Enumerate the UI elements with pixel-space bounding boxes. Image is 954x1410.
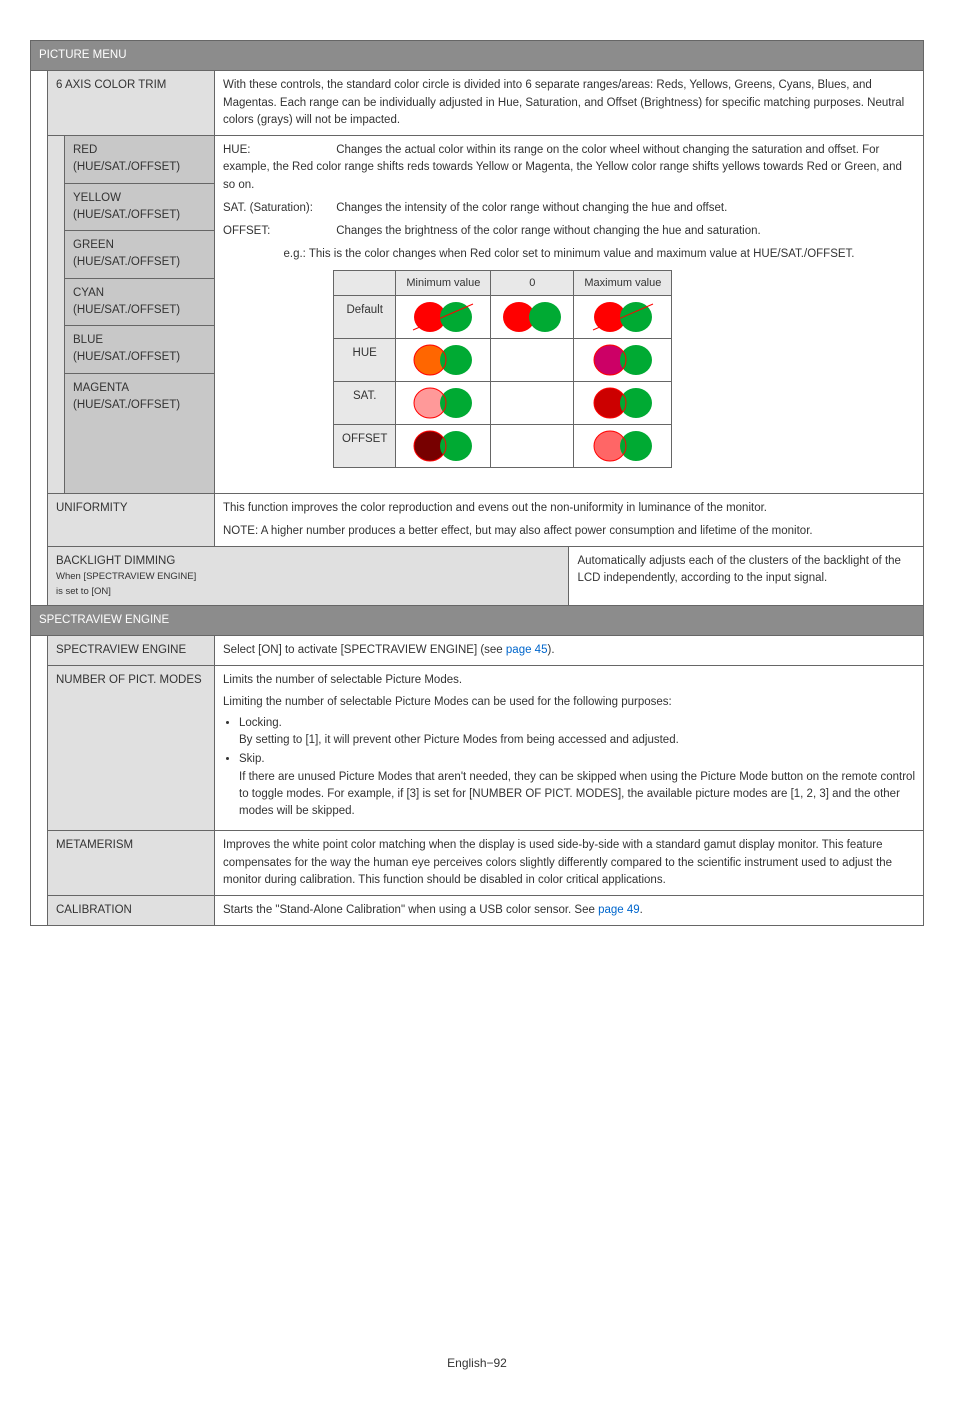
matrix-row-sat: SAT. bbox=[334, 382, 396, 425]
matrix-row-hue: HUE bbox=[334, 339, 396, 382]
picture-menu-table: PICTURE MENU 6 AXIS COLOR TRIM With thes… bbox=[30, 40, 924, 926]
uniformity-p1: This function improves the color reprodu… bbox=[223, 500, 915, 517]
sv-engine-content: Select [ON] to activate [SPECTRAVIEW ENG… bbox=[215, 636, 924, 666]
color-row-5: MAGENTA (HUE/SAT./OFFSET) bbox=[65, 373, 215, 493]
swatch-offset-min bbox=[396, 425, 491, 468]
calibration-text-b: . bbox=[640, 904, 643, 916]
swatch-hue-zero bbox=[491, 339, 574, 382]
numpict-content: Limits the number of selectable Picture … bbox=[215, 666, 924, 831]
numpict-p2: Limiting the number of selectable Pictur… bbox=[223, 694, 915, 711]
swatch-offset-zero bbox=[491, 425, 574, 468]
numpict-locking: Locking. By setting to [1], it will prev… bbox=[239, 715, 915, 750]
numpict-skip-t: If there are unused Picture Modes that a… bbox=[239, 771, 915, 818]
calibration-label: CALIBRATION bbox=[48, 896, 215, 926]
metamerism-label: METAMERISM bbox=[48, 831, 215, 896]
matrix-th-blank bbox=[334, 270, 396, 296]
color-row-3: CYAN (HUE/SAT./OFFSET) bbox=[65, 278, 215, 326]
backlight-sub1: When [SPECTRAVIEW ENGINE] bbox=[56, 570, 560, 584]
hue-def-label: HUE: bbox=[223, 142, 333, 159]
page-footer: English−92 bbox=[30, 1356, 924, 1370]
matrix-th-zero: 0 bbox=[491, 270, 574, 296]
calibration-text-a: Starts the "Stand-Alone Calibration" whe… bbox=[223, 904, 598, 916]
matrix-row-offset: OFFSET bbox=[334, 425, 396, 468]
uniformity-content: This function improves the color reprodu… bbox=[215, 493, 924, 547]
uniformity-note-text: A higher number produces a better effect… bbox=[261, 525, 813, 537]
swatch-hue-max bbox=[574, 339, 672, 382]
eg-text: e.g.: This is the color changes when Red… bbox=[223, 246, 915, 263]
numpict-label: NUMBER OF PICT. MODES bbox=[48, 666, 215, 831]
sv-engine-link[interactable]: page 45 bbox=[506, 644, 548, 656]
offset-def-label: OFFSET: bbox=[223, 223, 333, 240]
swatch-default-max bbox=[574, 296, 672, 339]
calibration-content: Starts the "Stand-Alone Calibration" whe… bbox=[215, 896, 924, 926]
uniformity-label: UNIFORMITY bbox=[48, 493, 215, 547]
uniformity-note-label: NOTE: bbox=[223, 525, 261, 537]
numpict-p1: Limits the number of selectable Picture … bbox=[223, 672, 915, 689]
backlight-desc: Automatically adjusts each of the cluste… bbox=[569, 547, 924, 606]
swatch-offset-max bbox=[574, 425, 672, 468]
sv-engine-text-b: ). bbox=[547, 644, 554, 656]
sat-def-text: Changes the intensity of the color range… bbox=[336, 202, 727, 214]
spectraview-header: SPECTRAVIEW ENGINE bbox=[31, 605, 924, 635]
calibration-link[interactable]: page 49 bbox=[598, 904, 640, 916]
sv-engine-text-a: Select [ON] to activate [SPECTRAVIEW ENG… bbox=[223, 644, 506, 656]
sv-engine-label: SPECTRAVIEW ENGINE bbox=[48, 636, 215, 666]
swatch-sat-min bbox=[396, 382, 491, 425]
backlight-label-cell: BACKLIGHT DIMMING When [SPECTRAVIEW ENGI… bbox=[48, 547, 569, 606]
color-row-4: BLUE (HUE/SAT./OFFSET) bbox=[65, 326, 215, 374]
matrix-th-max: Maximum value bbox=[574, 270, 672, 296]
backlight-sub2: is set to [ON] bbox=[56, 585, 560, 599]
swatch-default-min bbox=[396, 296, 491, 339]
numpict-locking-h: Locking. bbox=[239, 717, 282, 729]
offset-def-text: Changes the brightness of the color rang… bbox=[336, 225, 761, 237]
indent-l1 bbox=[31, 71, 48, 606]
color-row-0: RED (HUE/SAT./OFFSET) bbox=[65, 136, 215, 184]
metamerism-text: Improves the white point color matching … bbox=[215, 831, 924, 896]
numpict-skip: Skip. If there are unused Picture Modes … bbox=[239, 751, 915, 820]
six-axis-label: 6 AXIS COLOR TRIM bbox=[48, 71, 215, 136]
six-axis-desc: With these controls, the standard color … bbox=[215, 71, 924, 136]
matrix-row-default: Default bbox=[334, 296, 396, 339]
picture-menu-header: PICTURE MENU bbox=[31, 41, 924, 71]
numpict-skip-h: Skip. bbox=[239, 753, 265, 765]
color-row-2: GREEN (HUE/SAT./OFFSET) bbox=[65, 231, 215, 279]
color-row-1: YELLOW (HUE/SAT./OFFSET) bbox=[65, 183, 215, 231]
swatch-sat-max bbox=[574, 382, 672, 425]
indent-l2 bbox=[48, 136, 65, 494]
matrix-th-min: Minimum value bbox=[396, 270, 491, 296]
six-axis-content: HUE: Changes the actual color within its… bbox=[215, 136, 924, 494]
indent-l1b bbox=[31, 636, 48, 926]
numpict-locking-t: By setting to [1], it will prevent other… bbox=[239, 734, 679, 746]
swatch-default-zero bbox=[491, 296, 574, 339]
swatch-hue-min bbox=[396, 339, 491, 382]
sat-def-label: SAT. (Saturation): bbox=[223, 200, 333, 217]
swatch-sat-zero bbox=[491, 382, 574, 425]
backlight-label: BACKLIGHT DIMMING bbox=[56, 553, 560, 570]
swatch-matrix: Minimum value 0 Maximum value Default bbox=[333, 270, 672, 469]
